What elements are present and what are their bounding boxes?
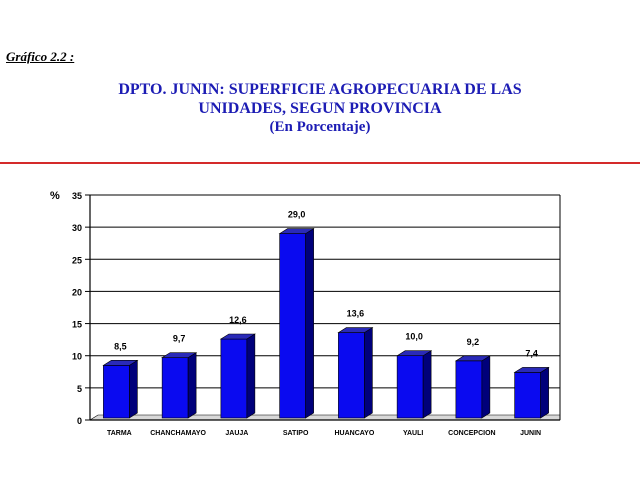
- bar-side: [187, 352, 197, 419]
- bar-top: [102, 360, 139, 366]
- bar-top: [219, 333, 256, 340]
- chart-axes: 0 5 10 15 20 25 30 35: [72, 191, 561, 426]
- bar: [279, 233, 306, 419]
- bar: [338, 332, 365, 419]
- bar-side: [422, 350, 432, 419]
- bar-side: [129, 359, 138, 419]
- x-tick-label: TARMA: [107, 430, 132, 437]
- data-label: 8,5: [114, 341, 127, 351]
- bar-top: [396, 350, 433, 357]
- y-axis-label: %: [50, 190, 60, 202]
- bar-top: [513, 367, 550, 373]
- bar: [220, 338, 248, 419]
- y-tick-label: 20: [72, 287, 82, 297]
- x-tick-label: JUNIN: [520, 430, 541, 437]
- bar-top: [337, 327, 374, 333]
- data-label: 9,2: [467, 337, 480, 347]
- x-tick-label: SATIPO: [283, 430, 309, 437]
- y-tick-label: 5: [77, 384, 82, 394]
- x-tick-label: CONCEPCION: [448, 430, 495, 437]
- chart-labels: 8,5 TARMA 9,7 CHANCHAMAYO 12,6 JAUJA 29,0 SATIP…: [107, 210, 541, 437]
- bar-side: [305, 228, 314, 419]
- section-divider: [0, 162, 640, 164]
- chart-title-line-1: DPTO. JUNIN: SUPERFICIE AGROPECUARIA DE …: [118, 81, 522, 98]
- y-tick-label: 35: [72, 191, 82, 201]
- data-label: 29,0: [288, 210, 306, 220]
- bar: [396, 355, 424, 419]
- y-tick-label: 0: [77, 416, 82, 426]
- bar-top: [454, 355, 491, 362]
- data-label: 13,6: [347, 309, 365, 319]
- data-label: 10,0: [405, 332, 423, 342]
- bar: [514, 372, 541, 419]
- plot-back-wall: [90, 195, 560, 420]
- bar-top: [161, 352, 198, 358]
- bar: [161, 357, 189, 419]
- chart-bars: [102, 228, 550, 419]
- chart-title-line-2: UNIDADES, SEGUN PROVINCIA: [198, 100, 442, 117]
- bar-top: [278, 228, 315, 234]
- x-tick-label: JAUJA: [225, 430, 248, 437]
- chart-title: DPTO. JUNIN: SUPERFICIE AGROPECUARIA DE …: [0, 80, 640, 137]
- data-label: 9,7: [173, 334, 186, 344]
- chart-subtitle: (En Porcentaje): [269, 119, 371, 135]
- bar: [103, 365, 130, 419]
- data-label: 7,4: [525, 348, 538, 358]
- figure-label: Gráfico 2.2 :: [6, 49, 75, 64]
- y-tick-label: 30: [72, 223, 82, 233]
- bar-side: [540, 366, 549, 419]
- plot-floor: [88, 414, 561, 421]
- x-tick-label: HUANCAYO: [334, 430, 374, 437]
- bar-side: [364, 327, 373, 419]
- x-tick-label: YAULI: [403, 430, 423, 437]
- y-tick-label: 25: [72, 255, 82, 265]
- x-tick-label: CHANCHAMAYO: [150, 430, 206, 437]
- data-label: 12,6: [229, 315, 247, 325]
- y-tick-label: 15: [72, 320, 82, 330]
- bar: [455, 360, 483, 419]
- y-tick-label: 10: [72, 352, 82, 362]
- bar-side: [246, 333, 256, 419]
- bar-side: [481, 355, 491, 419]
